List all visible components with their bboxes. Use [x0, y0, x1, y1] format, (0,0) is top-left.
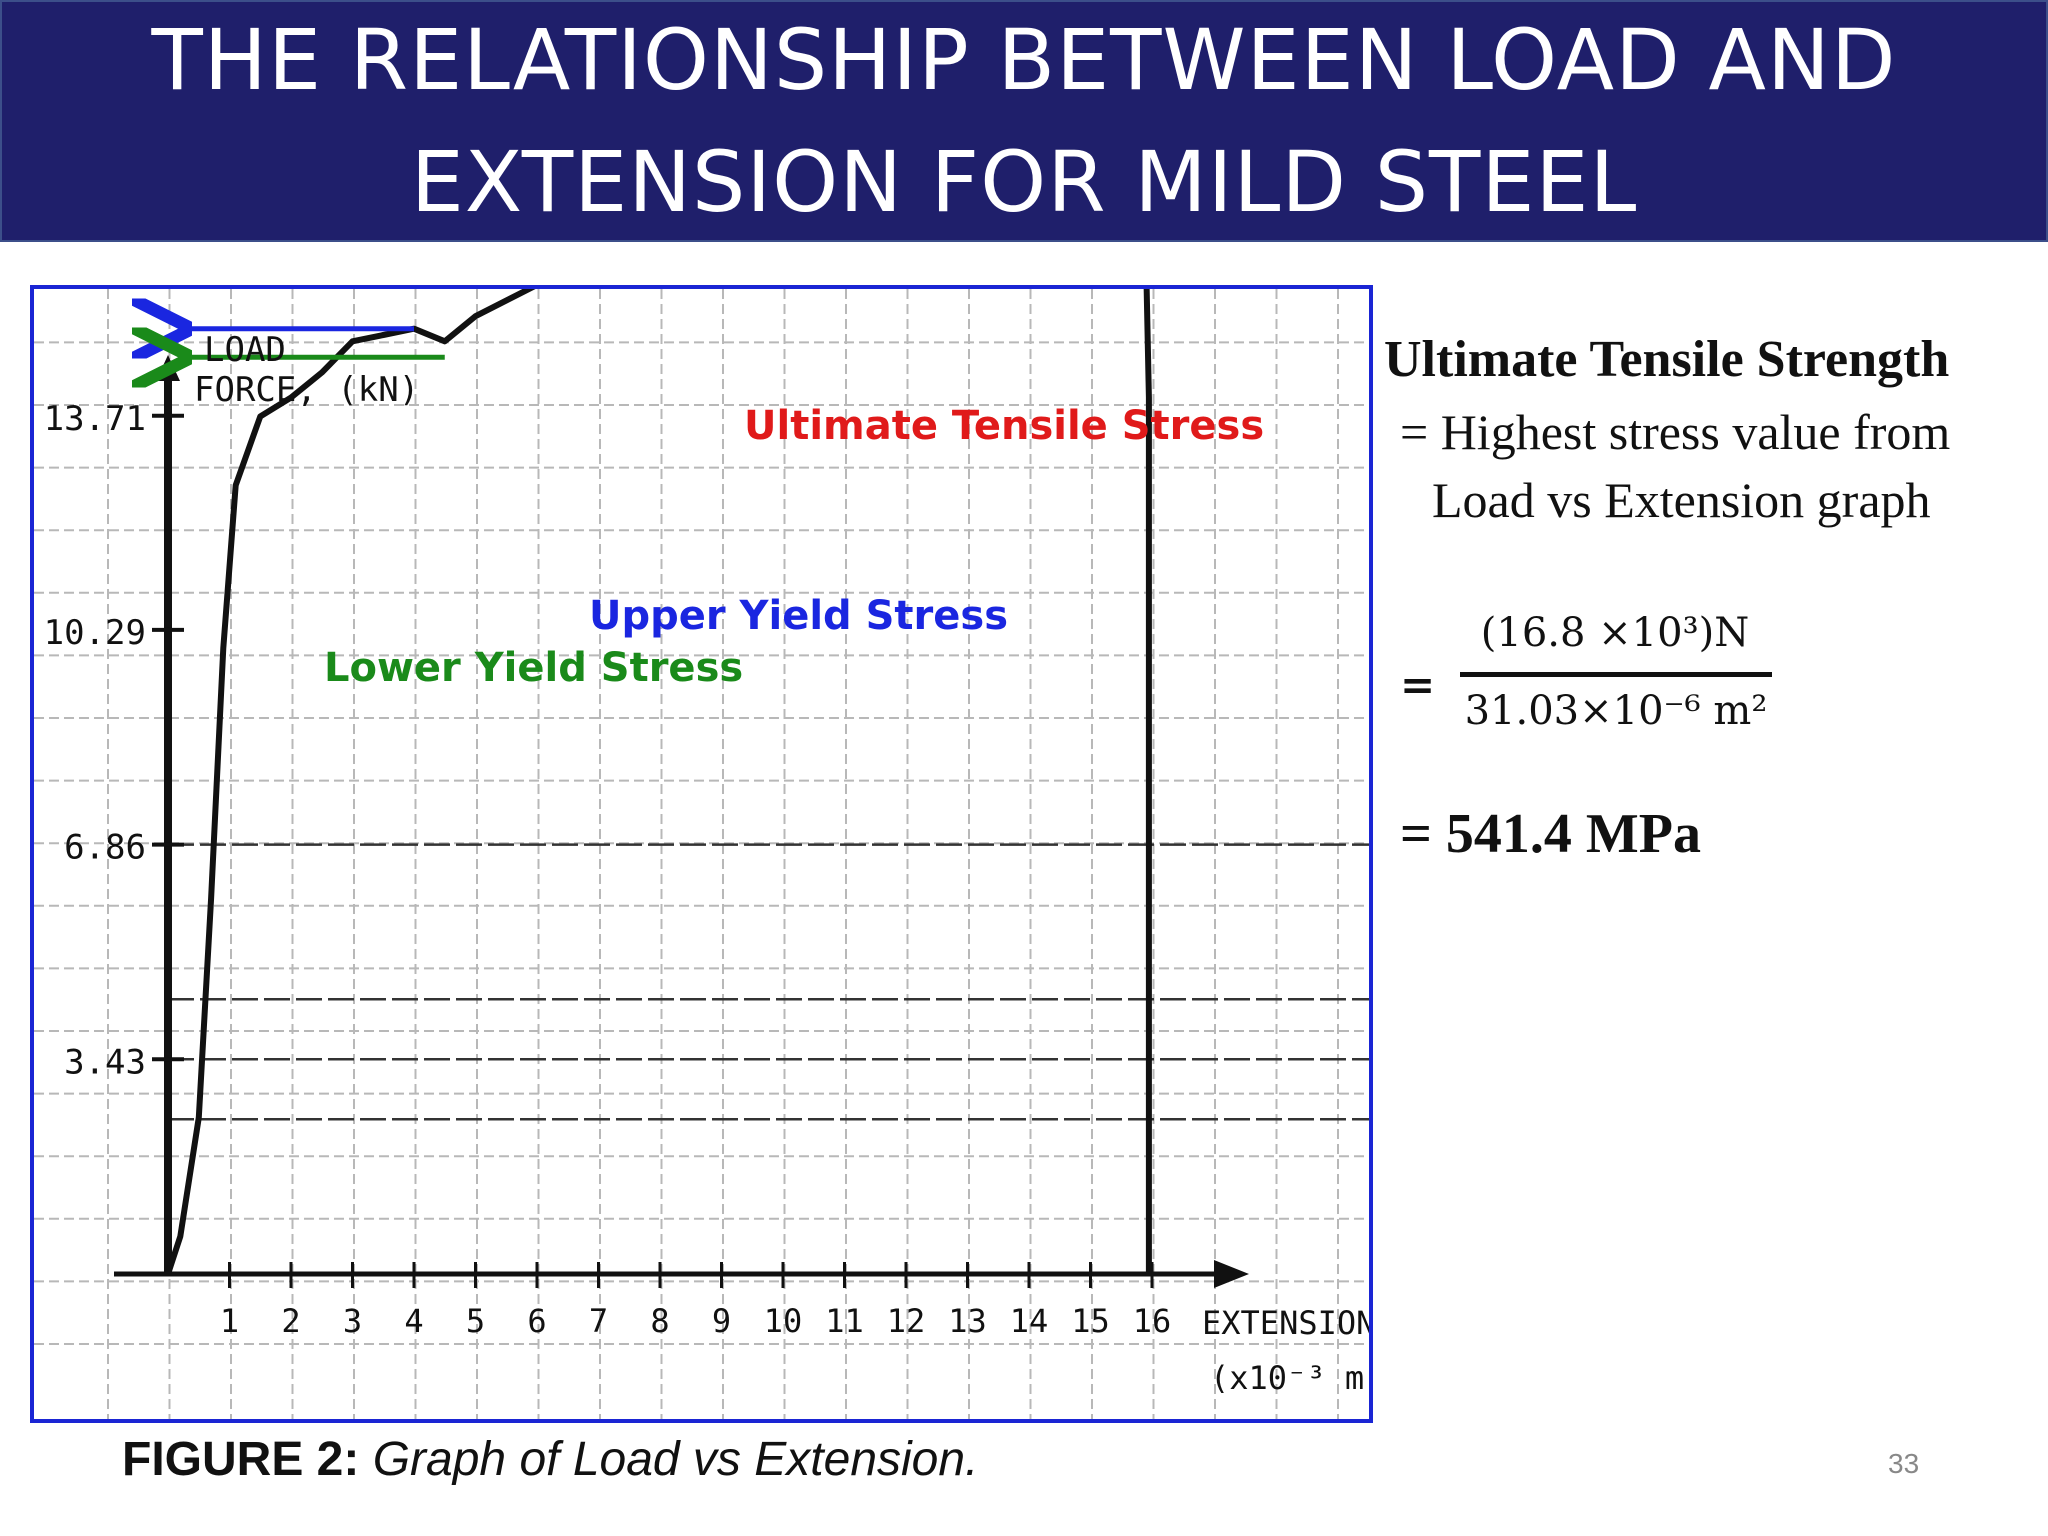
uts-explanation: Ultimate Tensile Strength = Highest stre… — [1380, 320, 2020, 880]
x-axis-arrowhead — [1214, 1260, 1249, 1288]
chart-grid — [34, 289, 1369, 1419]
x-tick-label: 5 — [466, 1302, 485, 1340]
figure-caption: FIGURE 2: Graph of Load vs Extension. — [122, 1432, 978, 1487]
x-tick-label: 3 — [343, 1302, 362, 1340]
caption-label: FIGURE 2: — [122, 1433, 360, 1486]
x-tick-label: 4 — [404, 1302, 423, 1340]
page-number: 33 — [1888, 1448, 1920, 1479]
load-extension-curve — [165, 289, 1152, 1275]
x-tick-label: 8 — [650, 1302, 669, 1340]
graph-frame: 3.436.8610.2913.7117.1412345678910111213… — [30, 285, 1373, 1423]
y-axis-arrowhead — [156, 355, 180, 381]
ultimate-tensile-stress-label: Ultimate Tensile Stress — [744, 403, 1264, 449]
y-axis-label-line-1: LOAD — [204, 330, 286, 370]
x-tick-label: 9 — [712, 1302, 731, 1340]
y-tick-label: 3.43 — [64, 1042, 146, 1082]
upper-yield-stress-label: Upper Yield Stress — [589, 593, 1008, 639]
x-axis-label-line-2: (x10⁻³ m) — [1210, 1359, 1369, 1397]
x-axis-label-line-1: EXTENSION — [1202, 1304, 1369, 1342]
x-tick-label: 13 — [948, 1302, 987, 1340]
lower-yield-stress-label: Lower Yield Stress — [324, 645, 743, 691]
slide-title-line-2: EXTENSION FOR MILD STEEL — [410, 133, 1638, 231]
chart-axes: 3.436.8610.2913.7117.1412345678910111213… — [44, 355, 1249, 1340]
x-tick-label: 11 — [825, 1302, 864, 1340]
x-tick-label: 7 — [589, 1302, 608, 1340]
uts-result: = 541.4 MPa — [1400, 803, 1701, 865]
x-tick-label: 12 — [887, 1302, 926, 1340]
formula-denominator: 31.03×10⁻⁶ m² — [1464, 688, 1768, 734]
formula-equals: = — [1400, 660, 1436, 709]
x-tick-label: 14 — [1010, 1302, 1049, 1340]
y-tick-label: 6.86 — [64, 828, 146, 868]
y-axis-label-line-2: FORCE, (kN) — [194, 370, 419, 410]
fraction-bar — [1460, 672, 1772, 677]
uts-definition-line-1: = Highest stress value from — [1400, 404, 1951, 460]
x-tick-label: 2 — [281, 1302, 300, 1340]
x-tick-label: 1 — [220, 1302, 239, 1340]
x-tick-label: 16 — [1133, 1302, 1172, 1340]
chart-curve — [165, 289, 1152, 1275]
y-tick-label: 13.71 — [44, 399, 146, 439]
caption-text: Graph of Load vs Extension. — [372, 1433, 979, 1486]
chart-annotations: Ultimate Tensile Stress Upper Yield Stres… — [182, 289, 1264, 691]
uts-formula: = (16.8 ×10³)N 31.03×10⁻⁶ m² — [1400, 608, 2000, 758]
formula-numerator: (16.8 ×10³)N — [1480, 610, 1750, 656]
uts-heading: Ultimate Tensile Strength — [1384, 331, 1950, 388]
uts-definition: = Highest stress value from Load vs Exte… — [1400, 398, 1950, 534]
x-tick-label: 10 — [764, 1302, 803, 1340]
uts-definition-line-2: Load vs Extension graph — [1432, 472, 1931, 528]
title-bar: THE RELATIONSHIP BETWEEN LOAD AND EXTENS… — [0, 0, 2048, 242]
x-tick-label: 15 — [1071, 1302, 1110, 1340]
y-tick-label: 10.29 — [44, 613, 146, 653]
slide-title-line-1: THE RELATIONSHIP BETWEEN LOAD AND — [151, 11, 1897, 109]
load-extension-chart: 3.436.8610.2913.7117.1412345678910111213… — [34, 289, 1369, 1419]
x-tick-label: 6 — [527, 1302, 546, 1340]
